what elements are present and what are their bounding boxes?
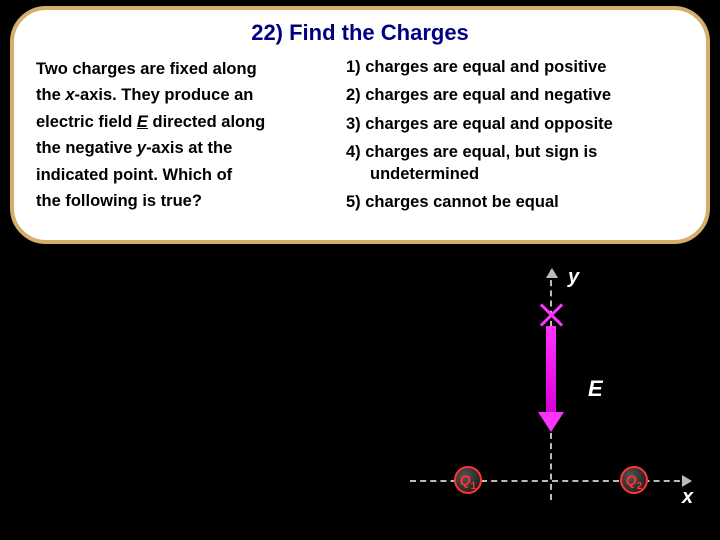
q-line3c: directed along — [148, 113, 265, 131]
answer-4b: undetermined — [346, 163, 684, 185]
q-line2c: -axis. They produce an — [75, 86, 254, 104]
answer-4: 4) charges are equal, but sign is undete… — [346, 141, 684, 186]
question-text: Two charges are fixed along the x-axis. … — [36, 56, 326, 220]
content-columns: Two charges are fixed along the x-axis. … — [36, 56, 684, 220]
x-var: x — [65, 86, 74, 104]
x-axis-label: x — [682, 486, 693, 509]
answer-3: 3) charges are equal and opposite — [346, 113, 684, 135]
q-line2a: the — [36, 86, 65, 104]
charge-q2: Q2 — [620, 466, 648, 494]
answer-4a: 4) charges are equal, but sign is — [346, 143, 597, 161]
q2-label: Q — [626, 472, 637, 488]
q2-sub: 2 — [637, 481, 643, 492]
e-field-arrow-shaft — [546, 326, 556, 416]
y-axis-label: y — [568, 266, 579, 289]
answer-list: 1) charges are equal and positive 2) cha… — [346, 56, 684, 220]
field-point-icon — [538, 302, 564, 328]
e-field-label: E — [588, 376, 603, 402]
y-var: y — [137, 139, 146, 157]
answer-5: 5) charges cannot be equal — [346, 191, 684, 213]
q-line4c: -axis at the — [146, 139, 232, 157]
x-axis — [410, 480, 690, 482]
question-card: 22) Find the Charges Two charges are fix… — [10, 6, 710, 244]
charge-q1: Q1 — [454, 466, 482, 494]
q-line3a: electric field — [36, 113, 137, 131]
physics-diagram: y x E Q1 Q2 — [390, 260, 700, 520]
e-field-arrow-head — [538, 412, 564, 432]
answer-1: 1) charges are equal and positive — [346, 56, 684, 78]
slide-title: 22) Find the Charges — [36, 20, 684, 46]
q-line4a: the negative — [36, 139, 137, 157]
q-line5: indicated point. Which of — [36, 166, 232, 184]
q-line1: Two charges are fixed along — [36, 60, 257, 78]
e-var: E — [137, 113, 148, 131]
answer-2: 2) charges are equal and negative — [346, 84, 684, 106]
q-line6: the following is true? — [36, 192, 202, 210]
q1-sub: 1 — [471, 481, 477, 492]
q1-label: Q — [460, 472, 471, 488]
